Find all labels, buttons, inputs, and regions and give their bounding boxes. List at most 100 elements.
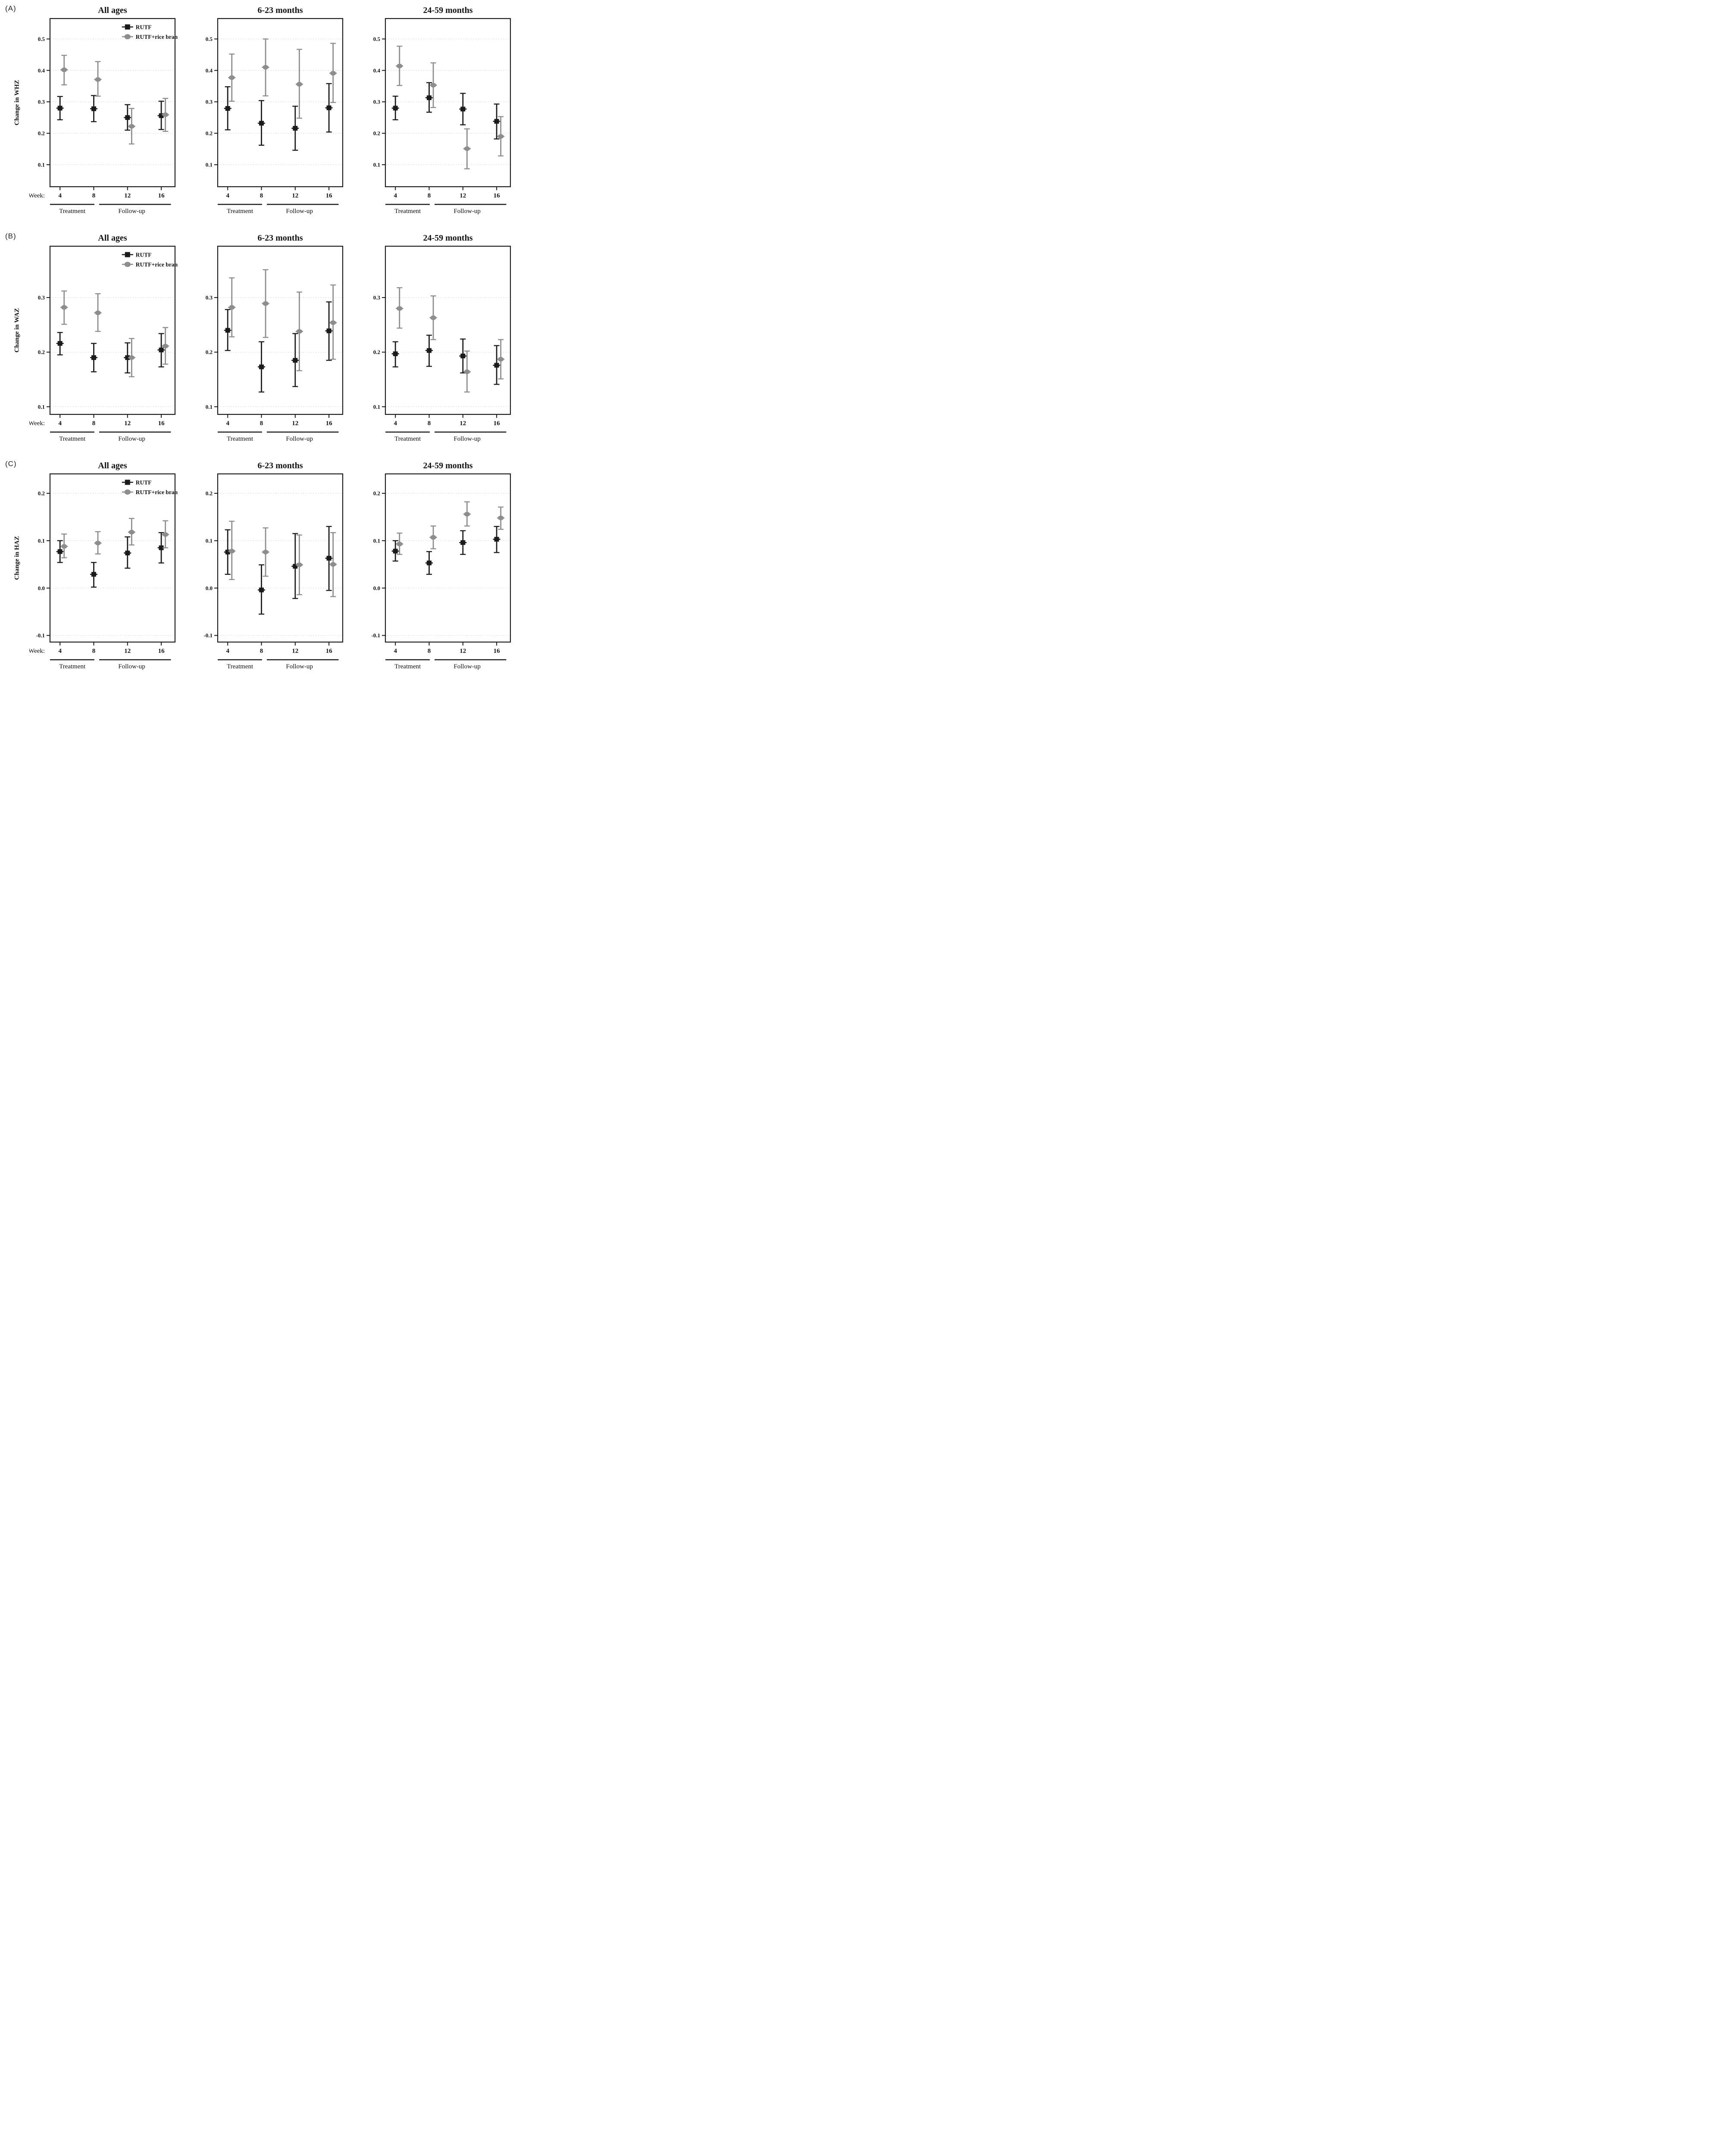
x-tick-label: 8: [92, 648, 96, 655]
rutf-marker: [125, 355, 130, 360]
y-tick-label: 0.1: [373, 404, 380, 410]
rice-bran-marker: [162, 344, 169, 349]
x-tick-label: 16: [494, 648, 500, 655]
rice-bran-marker: [497, 134, 504, 139]
plot-frame: [49, 473, 176, 643]
legend-label: RUTF+rice bran: [136, 34, 178, 40]
rice-bran-marker: [95, 310, 101, 315]
x-tick-label: 8: [260, 648, 263, 655]
series-rutf-rice-bran: [60, 290, 169, 377]
x-tick-label: 12: [460, 648, 466, 655]
y-tick-label: 0.1: [38, 537, 45, 544]
rice-bran-marker: [296, 82, 303, 87]
panel-whz-6-23-months: 6-23 months 0.5 0.4 0.3 0.2 0.1 4 8 12 16 Treatmen…: [197, 3, 345, 220]
follow-up-label: Follow-up: [454, 436, 481, 442]
y-tick-label: 0.1: [206, 537, 213, 544]
panel-title: 24-59 months: [423, 233, 472, 243]
rice-bran-marker: [128, 355, 135, 360]
panel-whz-24-59-months: 24-59 months 0.5 0.4 0.3 0.2 0.1 4 8 12 16 Treatme…: [365, 3, 513, 220]
plot-frame: [385, 18, 511, 188]
y-tick-label: 0.2: [206, 349, 213, 355]
x-tick-label: 16: [158, 648, 165, 655]
x-tick-label: 4: [394, 192, 397, 199]
series-rutf-rice-bran: [228, 38, 337, 119]
legend-rutf-square-icon: [125, 24, 130, 30]
y-tick-label: 0.1: [373, 537, 380, 544]
x-tick-label: 12: [292, 420, 298, 427]
y-tick-label: 0.4: [373, 67, 381, 74]
series-rutf: [391, 526, 500, 575]
x-tick-label: 16: [326, 648, 333, 655]
rutf-marker: [91, 572, 96, 577]
rutf-marker: [427, 348, 432, 353]
panel-strip-whz: All ages 0.5 0.4 0.3 0.2 0.1 4 8 12 16 Week: Treatm…: [28, 3, 513, 220]
x-tick-label: 12: [292, 192, 298, 199]
rutf-marker: [259, 364, 264, 370]
y-tick-label: 0.3: [206, 295, 213, 301]
y-tick-label: 0.2: [38, 130, 45, 137]
rice-bran-marker: [263, 65, 269, 70]
follow-up-label: Follow-up: [118, 208, 145, 215]
follow-up-label: Follow-up: [286, 663, 313, 670]
x-tick-label: 4: [58, 420, 62, 427]
x-tick-label: 4: [226, 648, 229, 655]
x-tick-label: 12: [124, 648, 131, 655]
y-tick-label: 0.0: [206, 585, 213, 591]
y-tick-label: 0.1: [38, 161, 45, 168]
y-tick-label: 0.3: [38, 99, 45, 105]
series-rutf-rice-bran: [60, 55, 169, 145]
legend: RUTF RUTF+rice bran: [122, 24, 178, 40]
y-tick-label: -0.1: [203, 632, 213, 639]
panel-title: 6-23 months: [257, 233, 303, 243]
series-rutf: [224, 83, 333, 151]
x-tick-label: 12: [124, 192, 131, 199]
x-tick-label: 16: [326, 420, 333, 427]
series-rutf: [56, 532, 165, 588]
series-rutf: [391, 335, 500, 385]
panel-chart-whz-1: 6-23 months 0.5 0.4 0.3 0.2 0.1 4 8 12 16 Treatmen…: [206, 6, 344, 215]
rutf-marker: [326, 105, 332, 110]
series-rutf-rice-bran: [396, 501, 505, 555]
rice-bran-marker: [95, 77, 101, 82]
x-tick-label: 8: [428, 648, 431, 655]
panel-title: All ages: [98, 233, 127, 243]
figure-row-waz: (B) Change in WAZ All ages 0.3 0.2 0.1 4 8 12 1…: [4, 231, 513, 448]
rutf-marker: [427, 561, 432, 566]
follow-up-label: Follow-up: [118, 663, 145, 670]
panel-waz-6-23-months: 6-23 months 0.3 0.2 0.1 4 8 12 16 Treatment Follo…: [197, 231, 345, 448]
series-rutf: [56, 332, 165, 373]
y-tick-label: 0.1: [206, 161, 213, 168]
legend: RUTF RUTF+rice bran: [122, 251, 178, 268]
y-tick-label: 0.2: [206, 130, 213, 137]
panel-title: 6-23 months: [257, 461, 303, 470]
figure-row-haz: (C) Change in HAZ All ages 0.2 0.1 0.0 -0.1 4…: [4, 459, 513, 676]
panel-chart-haz-2: 24-59 months 0.2 0.1 0.0 -0.1 4 8 12 16 Treatment…: [371, 461, 511, 670]
rice-bran-marker: [61, 305, 67, 310]
treatment-label: Treatment: [227, 436, 253, 442]
rutf-marker: [259, 587, 264, 592]
plot-frame: [217, 245, 344, 415]
rutf-marker: [460, 354, 466, 359]
rice-bran-marker: [396, 542, 403, 546]
treatment-label: Treatment: [59, 208, 86, 215]
rutf-marker: [225, 106, 230, 111]
rice-bran-marker: [430, 315, 436, 320]
y-tick-label: 0.5: [38, 36, 45, 42]
figure-row-whz: (A) Change in WHZ All ages 0.5 0.4 0.3 0.2 0.…: [4, 3, 513, 221]
treatment-label: Treatment: [59, 436, 86, 442]
x-tick-label: 4: [226, 420, 229, 427]
week-axis-label: Week:: [29, 192, 45, 199]
series-rutf-rice-bran: [228, 520, 337, 597]
legend-label: RUTF+rice bran: [136, 489, 178, 495]
rutf-marker: [159, 545, 164, 550]
panel-haz-6-23-months: 6-23 months 0.2 0.1 0.0 -0.1 4 8 12 16 Treatment F…: [197, 459, 345, 675]
y-tick-label: 0.3: [206, 99, 213, 105]
follow-up-label: Follow-up: [454, 663, 481, 670]
panel-letter-b: (B): [5, 232, 16, 240]
x-tick-label: 4: [394, 648, 397, 655]
rutf-marker: [125, 115, 130, 120]
panel-title: 24-59 months: [423, 461, 472, 470]
treatment-label: Treatment: [59, 663, 86, 670]
x-tick-label: 16: [494, 420, 500, 427]
rutf-marker: [159, 348, 164, 353]
